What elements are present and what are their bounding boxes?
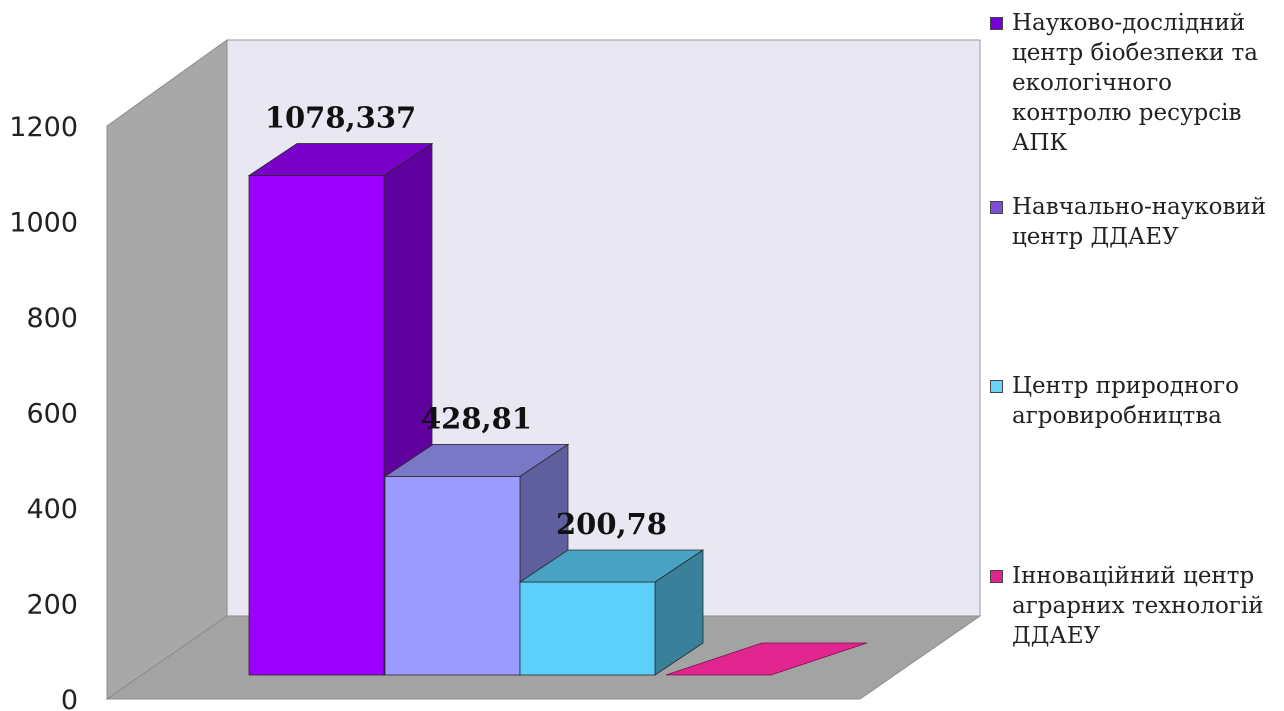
bar-top — [665, 642, 868, 676]
legend-label-line: екологічного — [1012, 70, 1172, 96]
data-label: 200,78 — [556, 507, 667, 541]
bar-top — [247, 143, 434, 176]
y-tick-label: 0 — [61, 685, 78, 711]
legend-label-line: агровиробництва — [1012, 403, 1222, 429]
bar — [248, 175, 385, 676]
bar-top — [383, 443, 570, 477]
y-tick-label: 1200 — [9, 112, 78, 143]
y-tick-label: 800 — [26, 303, 78, 334]
legend-label-line: Інноваційний центр — [1012, 563, 1255, 589]
legend-label-line: АПК — [1012, 130, 1068, 156]
y-tick-label: 1000 — [9, 208, 78, 239]
y-tick-label: 400 — [26, 494, 78, 525]
y-tick-label: 200 — [26, 590, 78, 621]
side-wall — [106, 39, 228, 700]
legend-label-line: Центр природного — [1012, 373, 1239, 399]
legend-label: Науково-дослідний центр біобезпеки та екол… — [1012, 8, 1282, 158]
legend-swatch — [990, 570, 1003, 583]
legend-swatch — [990, 380, 1003, 393]
legend-label: Навчально-науковий центр ДДАЕУ — [1012, 192, 1282, 252]
legend-label-line: ДДАЕУ — [1012, 623, 1101, 649]
bar — [384, 475, 521, 676]
legend-swatch — [990, 17, 1003, 30]
data-label: 428,81 — [421, 401, 532, 435]
legend-label-line: центр біобезпеки та — [1012, 40, 1258, 66]
legend-label-line: Науково-дослідний — [1012, 10, 1246, 36]
data-label: 1078,337 — [265, 101, 416, 135]
y-tick-label: 600 — [26, 399, 78, 430]
bar — [519, 581, 656, 676]
chart-legend: Науково-дослідний центр біобезпеки та екол… — [990, 0, 1284, 711]
legend-label-line: Навчально-науковий — [1012, 194, 1267, 220]
legend-label-line: аграрних технологій — [1012, 593, 1264, 619]
legend-label: Центр природного агровиробництва — [1012, 371, 1282, 431]
legend-label-line: центр ДДАЕУ — [1012, 224, 1179, 250]
bar-top — [518, 549, 705, 583]
legend-label: Інноваційний центр аграрних технологій ДДА… — [1012, 561, 1282, 651]
legend-label-line: контролю ресурсів — [1012, 100, 1242, 126]
legend-swatch — [990, 201, 1003, 214]
